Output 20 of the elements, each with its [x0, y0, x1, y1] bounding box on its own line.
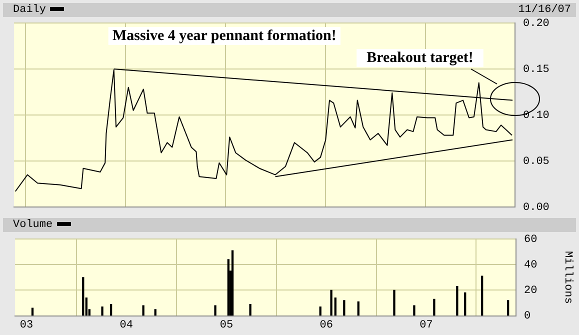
y-tick-label: 0.00 [523, 202, 550, 214]
y-tick-label: 0.20 [523, 18, 550, 30]
annotation: Massive 4 year pennant formation! [112, 28, 336, 44]
y-tick-label: 0.05 [523, 156, 550, 168]
y-tick-label: 20 [524, 285, 538, 298]
x-tick-label: 03 [20, 319, 34, 332]
chart-title: Volume [13, 218, 54, 232]
y-tick-label: 40 [524, 260, 538, 272]
annotation: Breakout target! [366, 50, 474, 66]
y-tick-label: 0.15 [523, 64, 550, 76]
y-tick-label: 60 [524, 234, 538, 246]
y-tick-label: 0 [524, 310, 531, 323]
y-tick-label: 0.10 [523, 110, 550, 122]
x-tick-label: 07 [420, 319, 433, 332]
chart-title: Daily [13, 3, 48, 17]
x-tick-label: 04 [120, 319, 134, 332]
text: 11/16/07 [518, 3, 571, 17]
x-tick-label: 06 [320, 319, 333, 332]
y-axis-title: Millions [561, 250, 574, 304]
x-tick-label: 05 [220, 319, 234, 332]
